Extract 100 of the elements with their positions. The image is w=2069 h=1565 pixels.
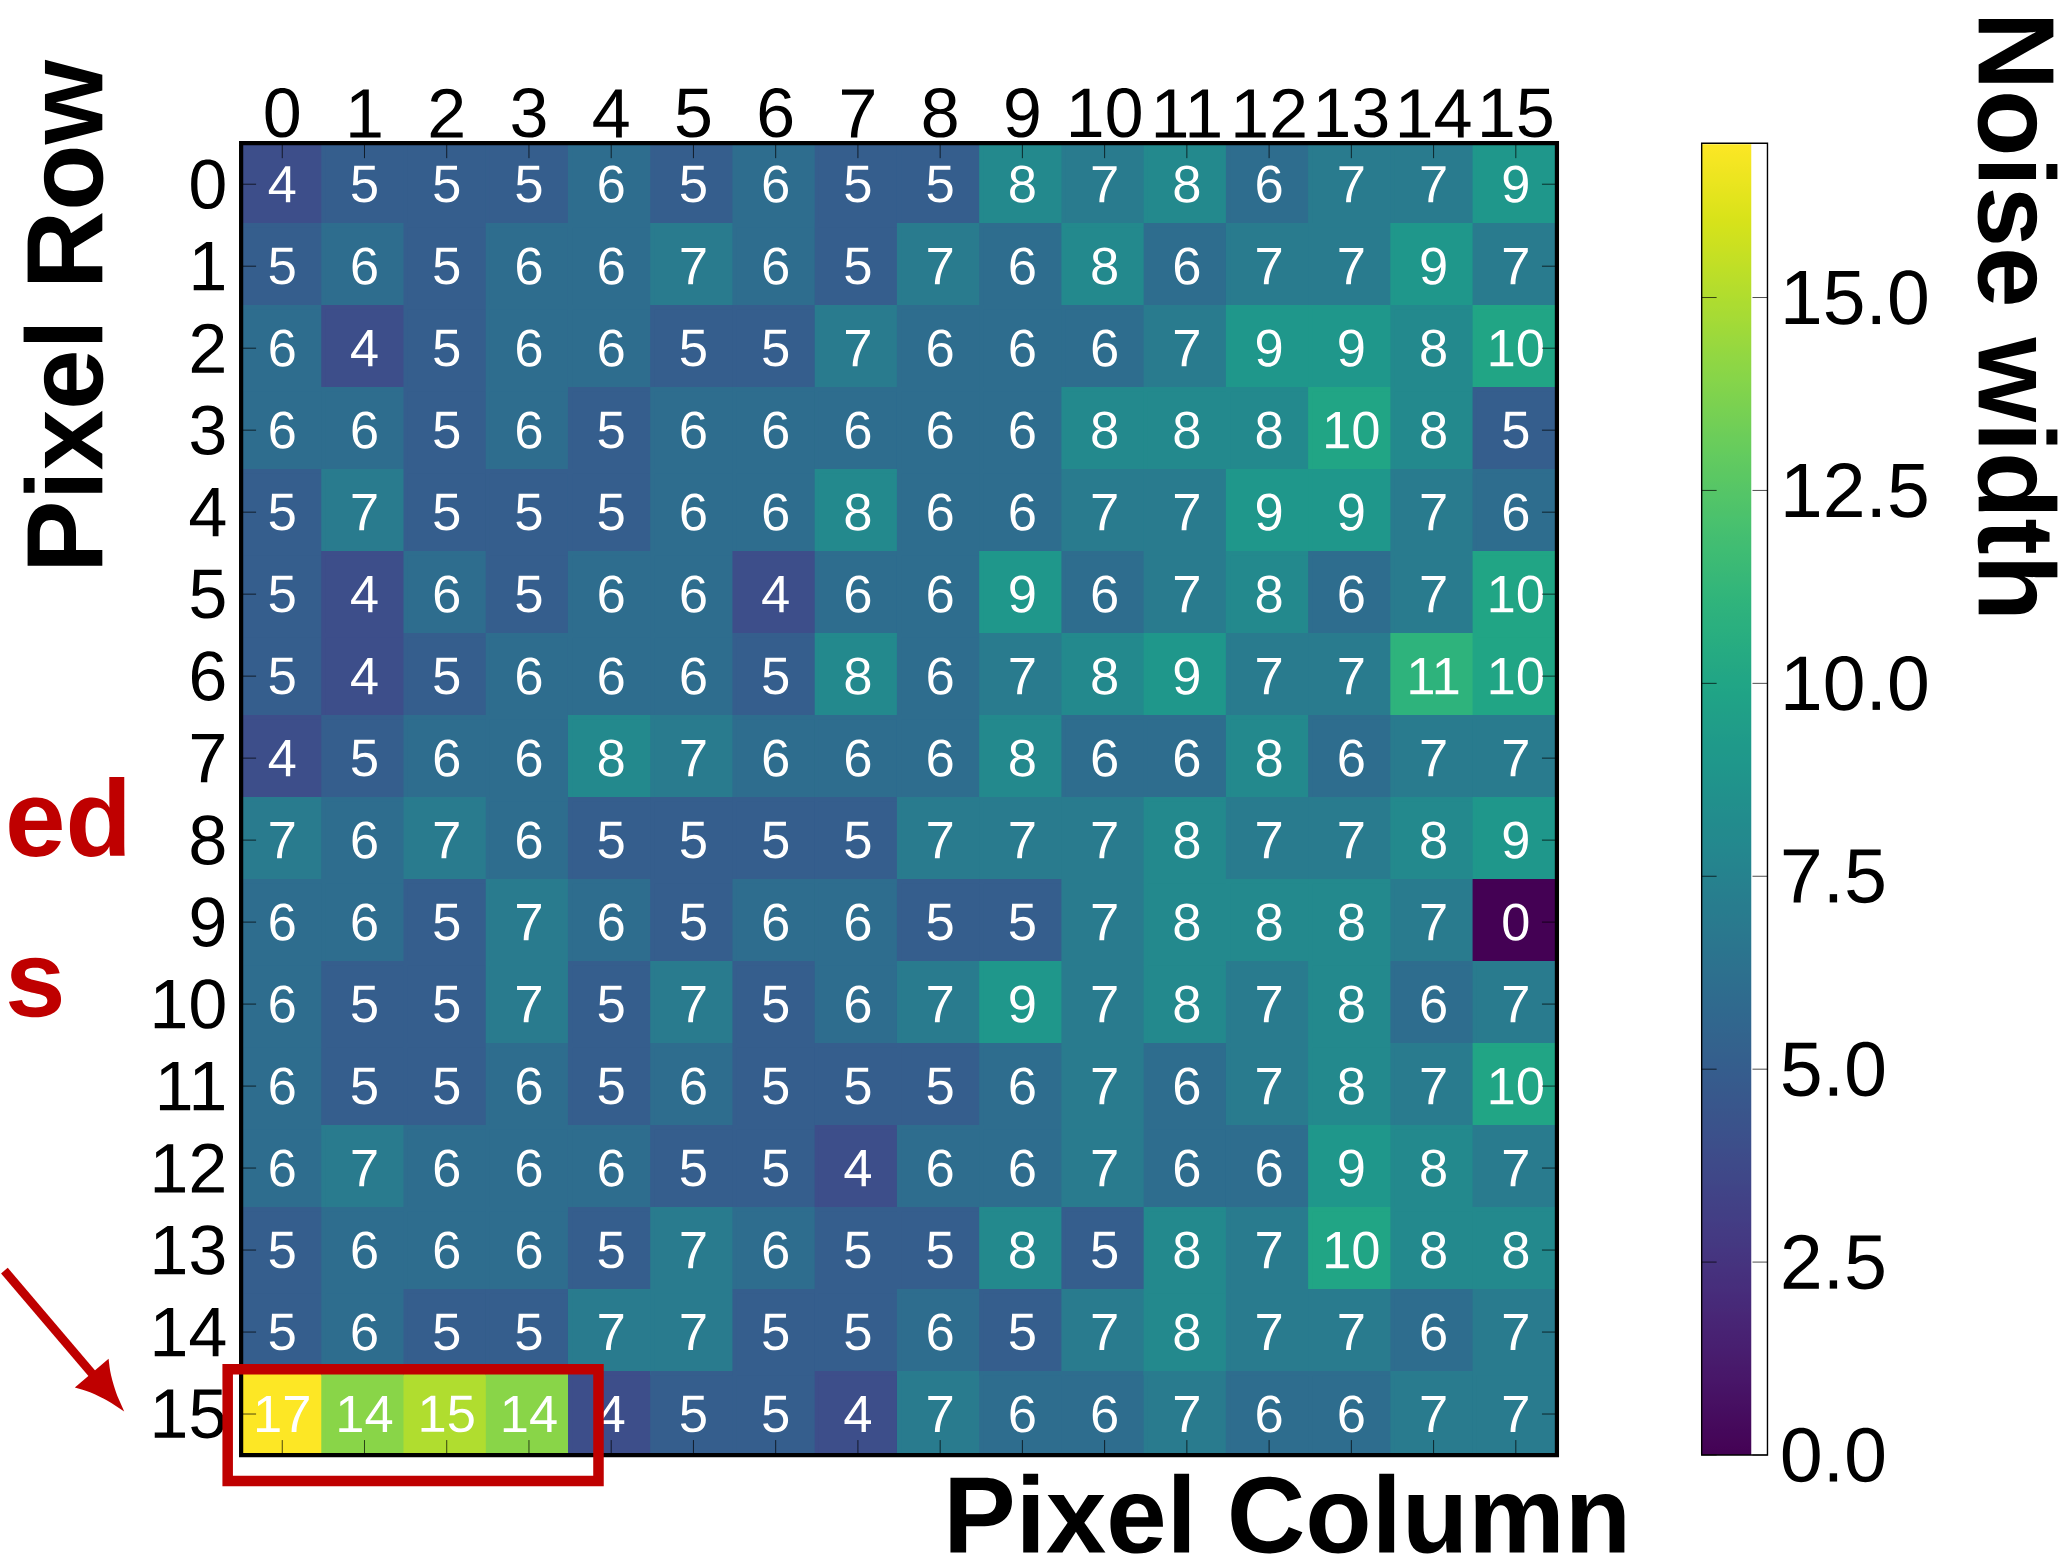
- data-label: 6: [763, 903, 788, 941]
- data-label: 5: [1092, 1231, 1118, 1269]
- data-label: 8: [1421, 821, 1446, 859]
- data-label: 5: [763, 329, 789, 367]
- data-label: 6: [1092, 739, 1117, 777]
- data-label: 7: [1174, 330, 1199, 367]
- data-label: 8: [1092, 657, 1117, 695]
- data-label: 6: [1339, 739, 1364, 777]
- data-label: 5: [351, 1067, 377, 1105]
- data-label: 6: [681, 657, 706, 695]
- data-label: 5: [351, 985, 377, 1023]
- data-label: 6: [270, 985, 295, 1023]
- data-label: 7: [1092, 166, 1117, 203]
- x-tick-label: 12: [1235, 88, 1305, 138]
- data-label: 15: [421, 1395, 474, 1433]
- data-label: 10: [1490, 575, 1543, 613]
- data-label: 4: [762, 575, 789, 613]
- data-label: 6: [1257, 1149, 1282, 1187]
- data-label: 7: [681, 248, 706, 285]
- data-label: 9: [1339, 493, 1364, 531]
- data-label: 6: [1010, 329, 1035, 367]
- data-label: 7: [1092, 985, 1117, 1023]
- color-bar-label: 12.5: [1785, 463, 1927, 518]
- y-tick-label: 12: [154, 1143, 224, 1193]
- data-label: 6: [517, 1231, 542, 1269]
- data-label: 7: [1257, 821, 1282, 859]
- data-label: 5: [680, 1395, 706, 1433]
- color-bar-label: 0.0: [1782, 1427, 1884, 1483]
- data-label: 6: [1010, 247, 1035, 285]
- data-label: 9: [1256, 493, 1282, 531]
- data-label: 6: [1092, 575, 1117, 613]
- data-label: 6: [352, 1231, 377, 1269]
- data-label: 5: [434, 657, 460, 695]
- data-label: 4: [351, 330, 378, 367]
- y-tick-label: 0: [191, 159, 225, 209]
- data-label: 5: [351, 739, 377, 777]
- data-label: 5: [434, 903, 460, 941]
- y-tick-label: 6: [191, 651, 225, 701]
- x-tick-label: 7: [842, 89, 874, 138]
- data-label: 6: [517, 657, 542, 695]
- data-label: 5: [763, 657, 789, 695]
- data-label: 5: [763, 1313, 789, 1351]
- data-label: 6: [1010, 1067, 1035, 1105]
- data-label: 6: [599, 657, 624, 695]
- data-label: 10: [1490, 329, 1543, 367]
- data-label: 6: [1174, 739, 1200, 777]
- data-label: 7: [1339, 166, 1364, 203]
- data-label: 6: [928, 1313, 953, 1351]
- x-tick-label: 4: [593, 89, 629, 138]
- data-label: 8: [1256, 575, 1282, 613]
- data-label: 7: [1339, 821, 1364, 859]
- data-label: 6: [599, 329, 624, 367]
- data-label: 6: [352, 1313, 377, 1351]
- data-label: 6: [1339, 1395, 1364, 1433]
- data-label: 8: [1174, 411, 1200, 449]
- data-label: 7: [517, 985, 541, 1023]
- data-label: 8: [1256, 411, 1282, 449]
- data-label: 14: [339, 1395, 393, 1433]
- data-label: 7: [1503, 1149, 1528, 1187]
- data-label: 5: [269, 1313, 295, 1351]
- data-label: 8: [1256, 739, 1282, 777]
- data-label: 6: [599, 575, 624, 613]
- data-label: 5: [434, 493, 460, 531]
- x-tick-label: 10: [1070, 87, 1141, 138]
- data-label: 7: [1421, 575, 1446, 613]
- color-bar-label: 7.5: [1783, 849, 1884, 904]
- data-label: 8: [1174, 165, 1200, 203]
- data-label: 5: [845, 247, 871, 285]
- data-label: 5: [269, 657, 295, 695]
- data-label: 6: [1257, 1395, 1282, 1433]
- data-label: 6: [1174, 1067, 1200, 1105]
- y-tick-label: 7: [191, 733, 224, 783]
- data-label: 5: [680, 165, 706, 203]
- data-label: 8: [1339, 1067, 1364, 1105]
- data-label: 8: [1174, 985, 1200, 1023]
- data-label: 7: [434, 821, 459, 859]
- data-label: 5: [269, 247, 295, 285]
- x-tick-label: 1: [350, 89, 381, 138]
- data-label: 5: [269, 1231, 295, 1269]
- x-tick-label: 0: [265, 87, 299, 138]
- data-label: 5: [434, 165, 460, 203]
- data-label: 6: [763, 165, 788, 203]
- data-label: 7: [1092, 493, 1117, 531]
- data-label: 7: [1421, 739, 1446, 777]
- data-label: 8: [1421, 1231, 1446, 1269]
- data-label: 7: [1257, 1067, 1282, 1105]
- data-label: 9: [1010, 575, 1035, 613]
- data-label: 9: [1339, 329, 1364, 367]
- data-label: 4: [844, 1149, 871, 1187]
- data-label: 5: [434, 411, 460, 449]
- text: ed: [9, 777, 125, 857]
- data-label: 8: [1010, 165, 1035, 203]
- data-label: 5: [845, 1231, 871, 1269]
- data-label: 5: [434, 247, 460, 285]
- data-label: 6: [434, 1149, 460, 1187]
- data-label: 5: [516, 575, 542, 613]
- x-tick-label: 15: [1482, 88, 1552, 138]
- data-label: 6: [599, 247, 624, 285]
- data-label: 8: [1339, 985, 1364, 1023]
- data-label: 6: [1092, 1395, 1117, 1433]
